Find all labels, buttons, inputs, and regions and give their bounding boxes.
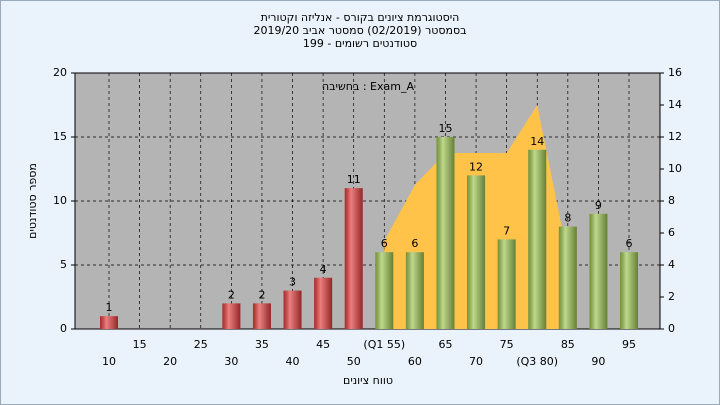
y2-tick-label: 8 xyxy=(668,194,675,207)
y-tick-label: 15 xyxy=(53,130,67,143)
value-label: 14 xyxy=(530,135,544,148)
bar-shade xyxy=(497,239,516,329)
value-label: 11 xyxy=(347,173,361,186)
y-axis-title: מספר סטודנטים xyxy=(26,163,39,239)
x-axis-title: טווח ציונים xyxy=(343,374,393,387)
bar-shade xyxy=(375,252,394,329)
bar-shade xyxy=(344,188,363,329)
x-tick-label: (Q3 80) xyxy=(516,355,558,368)
value-label: 2 xyxy=(228,288,235,301)
x-tick-label: 15 xyxy=(133,338,147,351)
x-tick-label: 70 xyxy=(469,355,483,368)
value-label: 4 xyxy=(320,263,327,276)
value-label: 3 xyxy=(289,276,296,289)
value-label: 6 xyxy=(411,237,418,250)
title-line: היסטוגרמת ציונים בקורס - אנליזה וקטורית xyxy=(261,11,460,24)
x-tick-label: 50 xyxy=(347,355,361,368)
x-tick-label: 40 xyxy=(286,355,300,368)
x-tick-label: 30 xyxy=(224,355,238,368)
bar-shade xyxy=(252,303,271,329)
x-tick-label: 45 xyxy=(316,338,330,351)
bar-shade xyxy=(589,213,608,329)
value-label: 15 xyxy=(438,122,452,135)
y2-tick-label: 12 xyxy=(668,130,682,143)
y-tick-label: 10 xyxy=(53,194,67,207)
bar-shade xyxy=(283,290,302,329)
x-tick-label: 25 xyxy=(194,338,208,351)
x-tick-label: 35 xyxy=(255,338,269,351)
y2-tick-label: 14 xyxy=(668,98,682,111)
x-tick-label: (Q1 55) xyxy=(363,338,405,351)
y2-tick-label: 2 xyxy=(668,290,675,303)
bar-shade xyxy=(528,149,547,329)
bar-shade xyxy=(314,277,333,329)
y-tick-label: 5 xyxy=(60,258,67,271)
value-label: 12 xyxy=(469,160,483,173)
x-tick-label: 60 xyxy=(408,355,422,368)
bar-shade xyxy=(558,226,577,329)
x-tick-label: 20 xyxy=(163,355,177,368)
y-tick-label: 0 xyxy=(60,322,67,335)
x-tick-label: 10 xyxy=(102,355,116,368)
value-label: 6 xyxy=(381,237,388,250)
title-line: סטודנטים רשומים - 199 xyxy=(303,37,417,50)
annotation: בחשיבה : Exam_A xyxy=(322,80,414,93)
y2-tick-label: 0 xyxy=(668,322,675,335)
bar-shade xyxy=(405,252,424,329)
y2-tick-label: 10 xyxy=(668,162,682,175)
value-label: 7 xyxy=(503,224,510,237)
value-label: 1 xyxy=(106,301,113,314)
bar-shade xyxy=(100,316,118,329)
y-tick-label: 20 xyxy=(53,66,67,79)
x-tick-label: 85 xyxy=(561,338,575,351)
bar-shade xyxy=(222,303,241,329)
x-tick-label: 65 xyxy=(438,338,452,351)
x-tick-label: 75 xyxy=(500,338,514,351)
value-label: 6 xyxy=(626,237,633,250)
y2-tick-label: 16 xyxy=(668,66,682,79)
x-tick-label: 90 xyxy=(591,355,605,368)
bar-shade xyxy=(467,175,486,329)
value-label: 8 xyxy=(564,212,571,225)
y2-tick-label: 6 xyxy=(668,226,675,239)
x-tick-label: 95 xyxy=(622,338,636,351)
value-label: 9 xyxy=(595,199,602,212)
title-line: בסמסטר (02/2019) סמסטר אביב 2019/20 xyxy=(253,24,466,37)
bar-shade xyxy=(436,137,455,329)
value-label: 2 xyxy=(258,288,265,301)
y2-tick-label: 4 xyxy=(668,258,675,271)
bar-shade xyxy=(620,252,638,329)
